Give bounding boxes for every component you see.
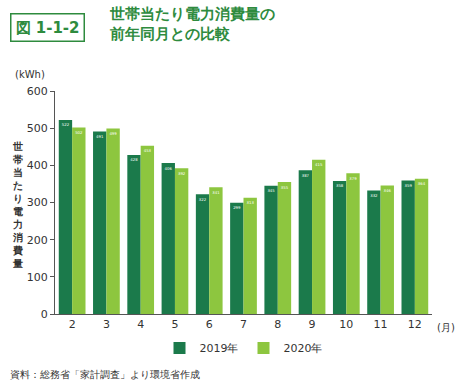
svg-text:図 1-1-2: 図 1-1-2 xyxy=(16,19,80,37)
svg-text:世帯当たり電力消費量の前年同月との比較: 世帯当たり電力消費量の前年同月との比較 xyxy=(109,5,275,43)
svg-text:358: 358 xyxy=(336,183,344,188)
svg-text:499: 499 xyxy=(109,131,117,136)
svg-text:355: 355 xyxy=(281,185,289,190)
svg-text:502: 502 xyxy=(75,130,83,135)
svg-text:359: 359 xyxy=(405,183,413,188)
svg-text:341: 341 xyxy=(212,190,220,195)
svg-text:(月): (月) xyxy=(437,322,455,333)
svg-text:379: 379 xyxy=(349,176,357,181)
svg-text:300: 300 xyxy=(27,196,48,209)
svg-text:522: 522 xyxy=(62,122,70,127)
svg-text:299: 299 xyxy=(233,205,241,210)
svg-text:8: 8 xyxy=(274,318,281,331)
svg-text:313: 313 xyxy=(247,200,255,205)
svg-text:406: 406 xyxy=(165,166,173,171)
svg-text:453: 453 xyxy=(144,148,152,153)
svg-text:600: 600 xyxy=(27,85,48,98)
svg-text:3: 3 xyxy=(103,318,110,331)
svg-text:200: 200 xyxy=(27,234,48,247)
svg-text:12: 12 xyxy=(408,318,422,331)
svg-text:2019年: 2019年 xyxy=(200,342,239,355)
svg-text:0: 0 xyxy=(41,308,48,321)
svg-text:100: 100 xyxy=(27,271,48,284)
svg-text:7: 7 xyxy=(240,318,247,331)
svg-text:資料：総務省「家計調査」より環境省作成: 資料：総務省「家計調査」より環境省作成 xyxy=(10,369,200,380)
svg-text:322: 322 xyxy=(199,197,207,202)
svg-text:345: 345 xyxy=(267,188,275,193)
svg-text:491: 491 xyxy=(96,134,104,139)
svg-text:5: 5 xyxy=(171,318,178,331)
svg-text:(kWh): (kWh) xyxy=(15,69,45,80)
svg-text:6: 6 xyxy=(206,318,213,331)
svg-text:332: 332 xyxy=(370,193,378,198)
svg-text:387: 387 xyxy=(302,173,310,178)
svg-text:400: 400 xyxy=(27,159,48,172)
svg-text:428: 428 xyxy=(130,157,138,162)
svg-text:364: 364 xyxy=(418,181,426,186)
svg-text:346: 346 xyxy=(384,188,392,193)
svg-text:2020年: 2020年 xyxy=(284,342,323,355)
svg-text:392: 392 xyxy=(178,171,186,176)
svg-text:11: 11 xyxy=(374,318,388,331)
svg-text:9: 9 xyxy=(309,318,316,331)
svg-text:世帯当たり電力消費量: 世帯当たり電力消費量 xyxy=(12,141,23,269)
svg-text:500: 500 xyxy=(27,122,48,135)
svg-text:10: 10 xyxy=(339,318,353,331)
svg-text:4: 4 xyxy=(137,318,144,331)
svg-text:2: 2 xyxy=(69,318,76,331)
svg-text:415: 415 xyxy=(315,162,323,167)
